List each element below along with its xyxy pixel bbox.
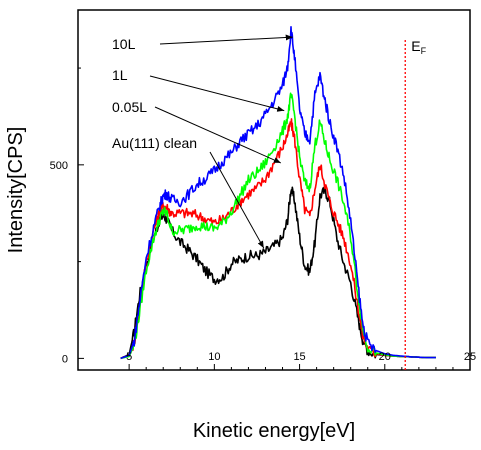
- annotation-label-au111-clean: Au(111) clean: [112, 135, 197, 151]
- plot-frame: [77, 9, 471, 371]
- x-axis-title: Kinetic energy[eV]: [193, 420, 355, 442]
- annotation-arrow: [149, 75, 285, 112]
- x-tick-label: 25: [464, 351, 476, 363]
- series-line-1l: [120, 92, 436, 360]
- series-layer: [120, 25, 436, 360]
- annotation-arrow: [209, 151, 265, 249]
- y-tick-label: 0: [62, 353, 68, 365]
- annotation-arrow: [154, 106, 282, 164]
- x-tick-label: 5: [126, 351, 132, 363]
- series-line-10l: [120, 25, 436, 360]
- x-tick-label: 15: [293, 351, 305, 363]
- y-axis-title: Intensity[CPS]: [5, 127, 27, 254]
- x-tick-label: 10: [208, 351, 220, 363]
- x-tick-label: 20: [379, 351, 391, 363]
- fermi-level-label: EF: [411, 38, 426, 56]
- series-line-0.05l: [120, 118, 436, 360]
- fermi-level-subscript: F: [421, 46, 427, 56]
- annotation-arrow: [159, 34, 293, 45]
- annotation-label-10L: 10L: [112, 36, 136, 52]
- annotation-label-1L: 1L: [112, 67, 128, 83]
- annotation-layer: 10L 1L 0.05L Au(111) clean: [112, 34, 293, 249]
- series-line-au-111-clean: [120, 185, 436, 360]
- annotation-label-0.05L: 0.05L: [112, 99, 147, 115]
- tick-layer: 5 10 15 20 25 0 500: [50, 67, 476, 370]
- y-tick-label: 500: [50, 160, 68, 172]
